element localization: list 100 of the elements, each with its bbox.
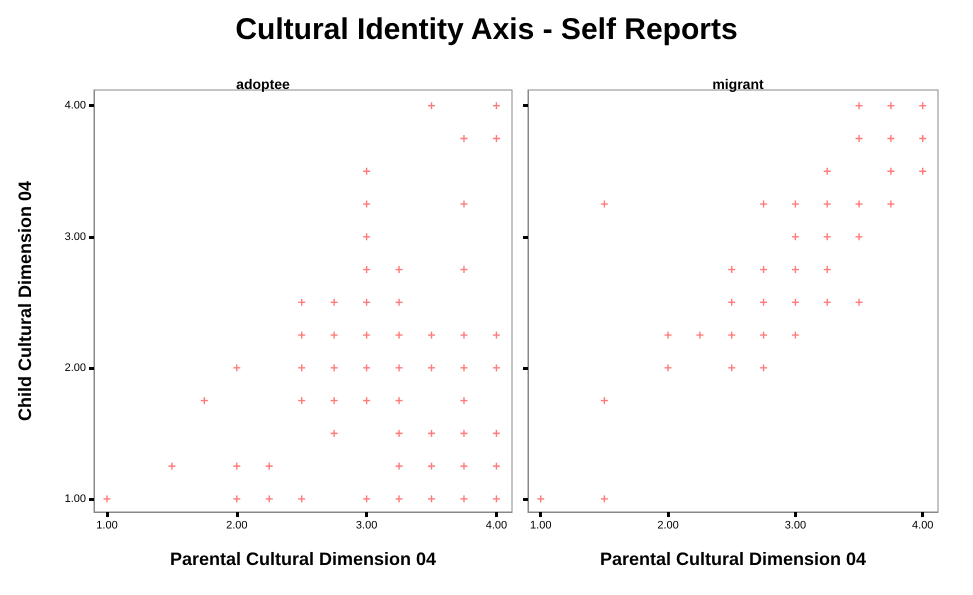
point bbox=[919, 134, 926, 142]
y-tick-label: 2.00 bbox=[64, 362, 86, 374]
point bbox=[168, 462, 176, 470]
point bbox=[696, 332, 704, 339]
point bbox=[103, 495, 110, 502]
y-tick-label: 4.00 bbox=[64, 100, 86, 112]
x-tick-label: 4.00 bbox=[486, 520, 508, 532]
x-tick-label: 4.00 bbox=[912, 520, 934, 532]
point bbox=[330, 397, 338, 404]
point bbox=[728, 364, 736, 372]
point bbox=[330, 298, 338, 306]
point bbox=[396, 332, 403, 339]
point bbox=[363, 495, 370, 502]
point bbox=[363, 200, 370, 208]
point bbox=[298, 332, 306, 339]
point bbox=[460, 364, 468, 372]
point bbox=[460, 430, 468, 437]
x-tick-label: 2.00 bbox=[657, 520, 679, 532]
point bbox=[492, 332, 500, 339]
point bbox=[460, 332, 468, 339]
point bbox=[600, 495, 608, 502]
chart-title: migrant bbox=[712, 76, 764, 92]
point bbox=[460, 462, 468, 470]
chart-subtitle: adoptee bbox=[236, 76, 290, 92]
point bbox=[492, 462, 500, 470]
point bbox=[298, 495, 306, 502]
point bbox=[600, 200, 608, 208]
point bbox=[363, 233, 370, 240]
point bbox=[396, 397, 403, 404]
point bbox=[792, 200, 799, 208]
point bbox=[792, 233, 799, 240]
point bbox=[233, 462, 240, 470]
point bbox=[824, 298, 831, 306]
point bbox=[856, 298, 863, 306]
point bbox=[233, 364, 240, 372]
y-tick-label: 3.00 bbox=[64, 230, 86, 243]
point bbox=[266, 462, 273, 470]
point bbox=[824, 200, 831, 208]
x-axis-title: Parental Cultural Dimension 04 bbox=[600, 549, 866, 569]
point bbox=[298, 298, 306, 306]
point bbox=[396, 298, 403, 306]
point bbox=[330, 364, 338, 372]
point bbox=[233, 495, 240, 502]
point bbox=[266, 495, 273, 502]
point bbox=[428, 430, 436, 437]
x-tick-label: 3.00 bbox=[784, 520, 806, 532]
x-tick-label: 1.00 bbox=[96, 520, 118, 532]
y-tick-label: 1.00 bbox=[64, 492, 86, 505]
point bbox=[460, 495, 468, 502]
point bbox=[363, 332, 370, 339]
point bbox=[396, 364, 403, 372]
point bbox=[396, 462, 403, 470]
point bbox=[363, 298, 370, 306]
point bbox=[887, 134, 894, 142]
point bbox=[728, 332, 736, 339]
point bbox=[760, 332, 768, 339]
point bbox=[887, 200, 894, 208]
point bbox=[664, 364, 672, 372]
point bbox=[760, 266, 768, 274]
point bbox=[363, 168, 370, 175]
point bbox=[792, 298, 799, 306]
point bbox=[492, 102, 500, 110]
x-tick-label: 2.00 bbox=[226, 520, 248, 532]
point bbox=[363, 364, 370, 372]
point bbox=[428, 462, 436, 470]
point bbox=[600, 397, 608, 404]
point bbox=[728, 298, 736, 306]
point bbox=[856, 134, 863, 142]
point bbox=[537, 495, 544, 502]
point bbox=[330, 430, 338, 437]
point bbox=[856, 233, 863, 240]
point bbox=[298, 397, 306, 404]
point bbox=[396, 495, 403, 502]
point bbox=[728, 266, 736, 274]
point bbox=[887, 168, 894, 175]
x-axis-title: Parental Cultural Dimension 04 bbox=[170, 549, 436, 569]
x-tick-label: 3.00 bbox=[356, 520, 378, 532]
point bbox=[428, 495, 436, 502]
point bbox=[856, 200, 863, 208]
point bbox=[919, 168, 926, 175]
point bbox=[363, 266, 370, 274]
point bbox=[330, 332, 338, 339]
point bbox=[200, 397, 208, 404]
point bbox=[428, 332, 436, 339]
point bbox=[492, 495, 500, 502]
point bbox=[760, 200, 768, 208]
point bbox=[363, 397, 370, 404]
point bbox=[824, 233, 831, 240]
point bbox=[492, 364, 500, 372]
point bbox=[396, 430, 403, 437]
point bbox=[396, 266, 403, 274]
point bbox=[664, 332, 672, 339]
point bbox=[760, 364, 768, 372]
y-axis-title: Child Cultural Dimension 04 bbox=[15, 180, 35, 422]
point bbox=[824, 168, 831, 175]
point bbox=[428, 364, 436, 372]
x-tick-label: 1.00 bbox=[530, 520, 552, 532]
point bbox=[298, 364, 306, 372]
point bbox=[492, 430, 500, 437]
point bbox=[856, 102, 863, 110]
